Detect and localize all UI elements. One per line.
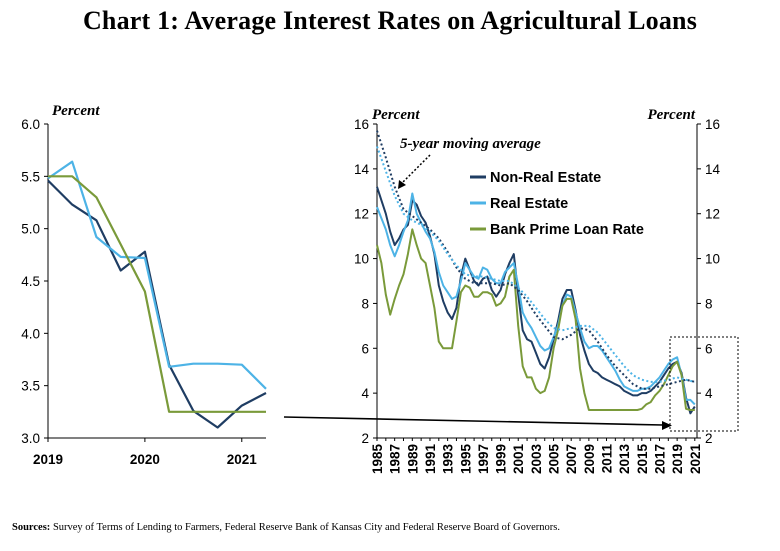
right-y-tick-label-left: 12 [354, 207, 369, 222]
right-x-tick-label: 2005 [547, 444, 562, 475]
legend-label-non-real-estate: Non-Real Estate [490, 170, 601, 186]
right-y-tick-label-right: 12 [705, 207, 720, 222]
right-x-tick-label: 2015 [635, 444, 650, 475]
right-y-tick-label-right: 4 [705, 386, 713, 401]
left-x-tick-label: 2021 [227, 452, 258, 467]
right-x-tick-label: 1991 [423, 444, 438, 475]
source-label: Sources: [12, 522, 51, 533]
right-y-tick-label-right: 2 [705, 431, 713, 446]
right-y-unit-label-left: Percent [372, 107, 420, 123]
annotation-arrow-line [400, 154, 431, 185]
zoom-highlight-box [669, 336, 739, 432]
right-chart: Percent Percent 2 2 4 4 6 6 8 8 10 10 12 12 14 14 16 16… [354, 107, 739, 474]
left-y-tick-label: 3.0 [21, 431, 40, 446]
left-series-group [47, 160, 267, 429]
chart-title: Chart 1: Average Interest Rates on Agric… [82, 6, 698, 35]
left-y-unit-label: Percent [52, 103, 100, 119]
right-y-tick-label-left: 16 [354, 117, 369, 132]
right-x-tick-label: 2011 [600, 444, 615, 474]
connector-arrowhead [662, 421, 672, 430]
right-x-tick-label: 2019 [670, 444, 685, 474]
legend-label-bank-prime: Bank Prime Loan Rate [490, 222, 644, 238]
right-x-tick-label: 1987 [388, 444, 403, 474]
right-x-tick-label: 2021 [688, 444, 703, 475]
right-y-tick-label-left: 6 [361, 341, 369, 356]
right-x-tick-label: 1993 [441, 444, 456, 475]
right-x-tick-label: 2017 [653, 444, 668, 474]
right-series-group [376, 130, 696, 415]
annotation-arrowhead [398, 180, 406, 189]
left-x-tick-label: 2020 [130, 452, 160, 467]
connector-arrow-line [283, 416, 664, 426]
left-series-line-non-real-estate [47, 179, 267, 429]
right-axes: 2 2 4 4 6 6 8 8 10 10 12 12 14 14 16 16 1985 1987 1989 1991… [354, 117, 721, 474]
series-line-real-estate [376, 192, 696, 406]
right-y-tick-label-right: 14 [705, 162, 721, 177]
legend-label-real-estate: Real Estate [490, 196, 568, 212]
left-series-line-bank-prime [48, 175, 266, 413]
right-y-tick-label-left: 8 [361, 296, 369, 311]
right-y-unit-label-right: Percent [648, 107, 696, 123]
source-note: Sources: Survey of Terms of Lending to F… [12, 522, 560, 533]
source-text: Survey of Terms of Lending to Farmers, F… [50, 522, 560, 533]
left-axes: 6.0 5.5 5.0 4.5 4.0 3.5 3.0 2019 2020 2021 [21, 117, 266, 467]
series-line-non-real-estate [376, 186, 696, 415]
moving-average-line-real-estate [376, 146, 696, 383]
series-line-bank-prime [376, 228, 695, 411]
moving-average-annotation: 5-year moving average [400, 136, 541, 152]
left-y-tick-label: 3.5 [21, 379, 40, 394]
right-y-tick-label-left: 2 [361, 431, 369, 446]
right-y-tick-label-right: 10 [705, 252, 720, 267]
right-x-tick-label: 2003 [529, 444, 544, 475]
left-y-tick-label: 6.0 [21, 117, 40, 132]
right-y-tick-label-left: 4 [361, 386, 369, 401]
right-x-tick-label: 2007 [564, 444, 579, 474]
left-y-tick-label: 4.5 [21, 274, 40, 289]
right-x-tick-label: 1995 [458, 444, 473, 475]
right-x-tick-label: 2001 [511, 444, 526, 475]
right-x-tick-label: 1989 [405, 444, 420, 474]
right-y-tick-label-left: 10 [354, 252, 369, 267]
legend: Non-Real Estate Real Estate Bank Prime Loa… [470, 170, 644, 238]
right-y-tick-label-right: 8 [705, 296, 713, 311]
right-x-tick-label: 2013 [617, 444, 632, 475]
right-x-tick-label: 1997 [476, 444, 491, 474]
left-series-line-real-estate [47, 160, 267, 390]
right-x-tick-label: 1985 [370, 444, 385, 475]
left-y-tick-label: 4.0 [21, 326, 40, 341]
left-chart: Percent 6.0 5.5 5.0 4.5 4.0 3.5 3.0 2019 2020 202… [21, 103, 267, 467]
right-y-tick-label-right: 16 [705, 117, 720, 132]
right-x-tick-label: 2009 [582, 444, 597, 474]
right-y-tick-label-left: 14 [354, 162, 370, 177]
right-x-tick-label: 1999 [494, 444, 509, 474]
left-x-tick-label: 2019 [33, 452, 63, 467]
left-y-tick-label: 5.0 [21, 222, 40, 237]
left-y-tick-label: 5.5 [21, 169, 40, 184]
right-y-tick-label-right: 6 [705, 341, 713, 356]
